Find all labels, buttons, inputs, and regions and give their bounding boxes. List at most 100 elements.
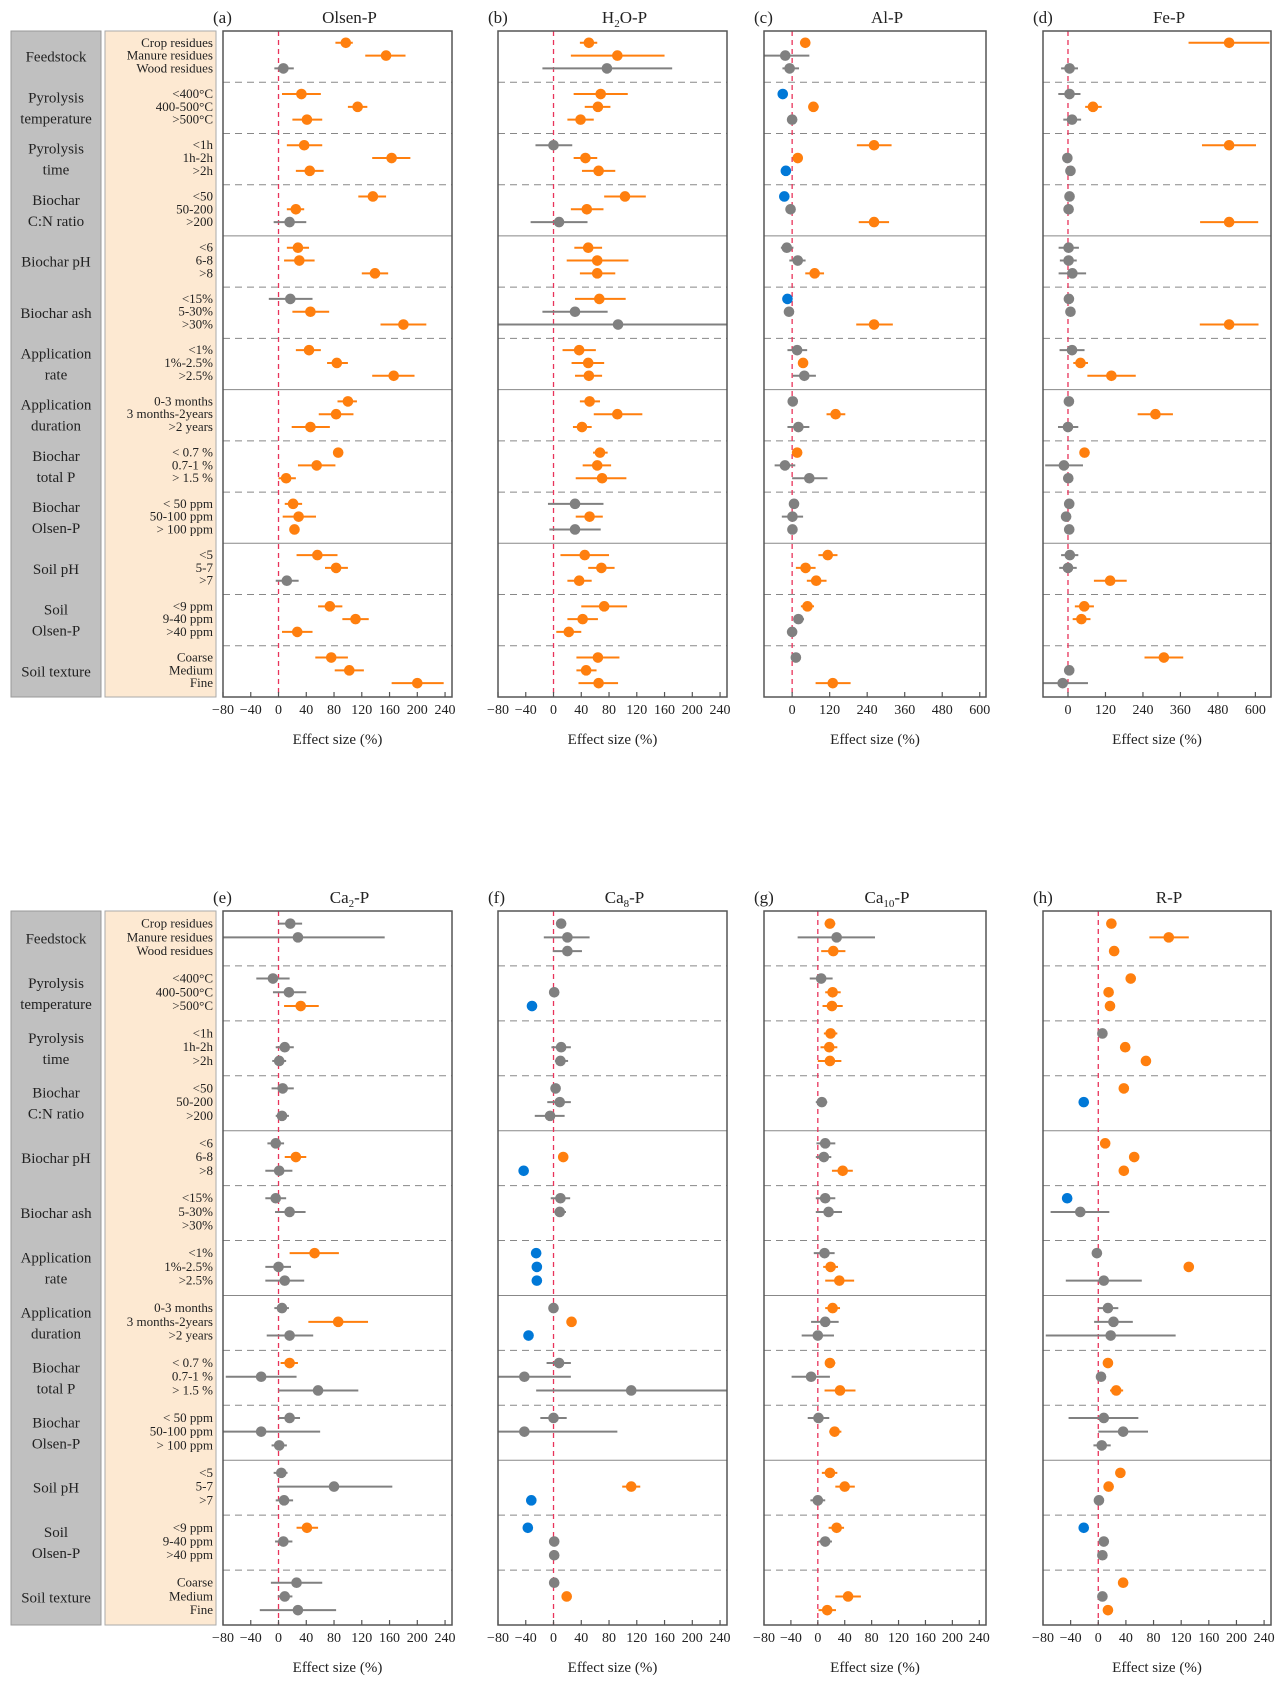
group-label: Feedstock: [26, 931, 87, 947]
x-tick-label: −80: [753, 1631, 775, 1646]
effect-point: [1128, 1151, 1140, 1163]
plot-frame: [497, 910, 728, 1626]
group-label: temperature: [20, 997, 92, 1013]
effect-point: [328, 1481, 340, 1492]
x-tick-label: 40: [838, 1631, 852, 1646]
effect-point: [555, 1055, 566, 1067]
effect-point: [799, 370, 810, 382]
effect-point: [1115, 1467, 1126, 1479]
group-label: Biochar ash: [20, 1206, 92, 1222]
effect-point: [519, 1371, 530, 1383]
x-tick-label: 200: [407, 703, 428, 718]
panel-title: Ca8-P: [605, 888, 645, 910]
panel-label: (a): [213, 8, 232, 27]
category-label: >500°C: [172, 112, 213, 127]
effect-point: [791, 344, 803, 356]
effect-point: [819, 1247, 830, 1259]
x-tick-label: 80: [327, 703, 341, 718]
panel-title-main: Fe-P: [1153, 8, 1185, 27]
effect-point: [584, 396, 595, 407]
category-label: Fine: [190, 675, 213, 690]
effect-point: [1108, 945, 1120, 957]
effect-point: [557, 1151, 569, 1163]
effect-point: [312, 549, 323, 561]
panel-h: (h) R-P −80 −40 0 40 80 120 160 200 240 Effect size…: [1032, 888, 1275, 1676]
effect-point: [819, 1316, 831, 1328]
effect-point: [279, 1275, 291, 1286]
effect-point: [815, 973, 827, 984]
effect-point: [579, 549, 591, 561]
category-label: <1h: [193, 1025, 214, 1040]
panel-title-subscript: 10: [883, 898, 895, 910]
category-label: 5-7: [196, 1479, 214, 1494]
effect-point: [1078, 1096, 1090, 1108]
category-label: <1h: [193, 137, 214, 152]
group-label-column: [10, 910, 102, 1626]
group-label: C:N ratio: [28, 214, 84, 230]
effect-point: [1102, 1357, 1114, 1369]
effect-point: [569, 306, 581, 318]
effect-point: [824, 1055, 836, 1067]
effect-point: [331, 357, 343, 369]
category-label: 50-200: [176, 1094, 213, 1109]
effect-point: [787, 511, 798, 522]
effect-point: [573, 344, 585, 356]
effect-point: [569, 524, 581, 535]
effect-point: [324, 601, 336, 612]
effect-point: [290, 1151, 302, 1163]
effect-point: [813, 1412, 824, 1424]
group-label: rate: [45, 1272, 68, 1288]
x-tick-label: 40: [299, 703, 313, 718]
panel-e: (e) Ca2-P −80 −40 0 40 80 120 160 200 240 Effect si…: [212, 888, 456, 1676]
category-label: 6-8: [196, 1149, 213, 1164]
effect-point: [780, 165, 792, 177]
effect-point: [793, 421, 804, 433]
effect-point: [312, 1385, 324, 1396]
effect-point: [1097, 1549, 1108, 1561]
effect-point: [827, 986, 838, 998]
effect-point: [834, 1275, 845, 1286]
effect-point: [818, 1151, 830, 1163]
effect-point: [1163, 932, 1175, 943]
effect-point: [1091, 1247, 1103, 1259]
group-label: Olsen-P: [32, 1546, 80, 1562]
x-tick-label: 160: [915, 1631, 936, 1646]
effect-point: [292, 242, 304, 254]
effect-point: [1093, 1495, 1105, 1506]
x-tick-label: −80: [487, 1631, 509, 1646]
effect-point: [548, 1549, 560, 1561]
effect-point: [1140, 1055, 1152, 1067]
effect-point: [799, 37, 811, 49]
category-label: <15%: [182, 291, 213, 306]
category-label: 0-3 months: [154, 1300, 213, 1315]
effect-point: [827, 677, 839, 689]
effect-point: [596, 562, 607, 574]
effect-point: [582, 357, 594, 369]
effect-point: [555, 1041, 567, 1053]
x-tick-label: 360: [894, 703, 915, 718]
effect-point: [276, 1302, 288, 1314]
effect-point: [277, 1083, 288, 1094]
effect-point: [583, 370, 595, 382]
panel-title-subscript: 2: [349, 898, 355, 910]
category-label: >30%: [182, 1218, 213, 1233]
x-tick-label: 240: [710, 1631, 731, 1646]
effect-point: [292, 1604, 304, 1616]
panel-title-main: Ca: [864, 888, 883, 907]
group-label: Soil texture: [21, 664, 91, 680]
panel-title: R-P: [1156, 888, 1182, 907]
category-label: Manure residues: [127, 48, 213, 63]
effect-point: [1105, 1330, 1117, 1341]
effect-point: [830, 408, 841, 420]
effect-point: [1223, 37, 1235, 49]
effect-point: [583, 37, 595, 49]
effect-point: [1064, 549, 1076, 561]
effect-point: [283, 986, 295, 998]
x-tick-label: −80: [1032, 1631, 1054, 1646]
group-label: Olsen-P: [32, 521, 80, 537]
group-label: rate: [45, 368, 68, 384]
panel-title: Al-P: [871, 8, 903, 27]
effect-point: [827, 1302, 838, 1314]
group-label: Olsen-P: [32, 624, 80, 640]
